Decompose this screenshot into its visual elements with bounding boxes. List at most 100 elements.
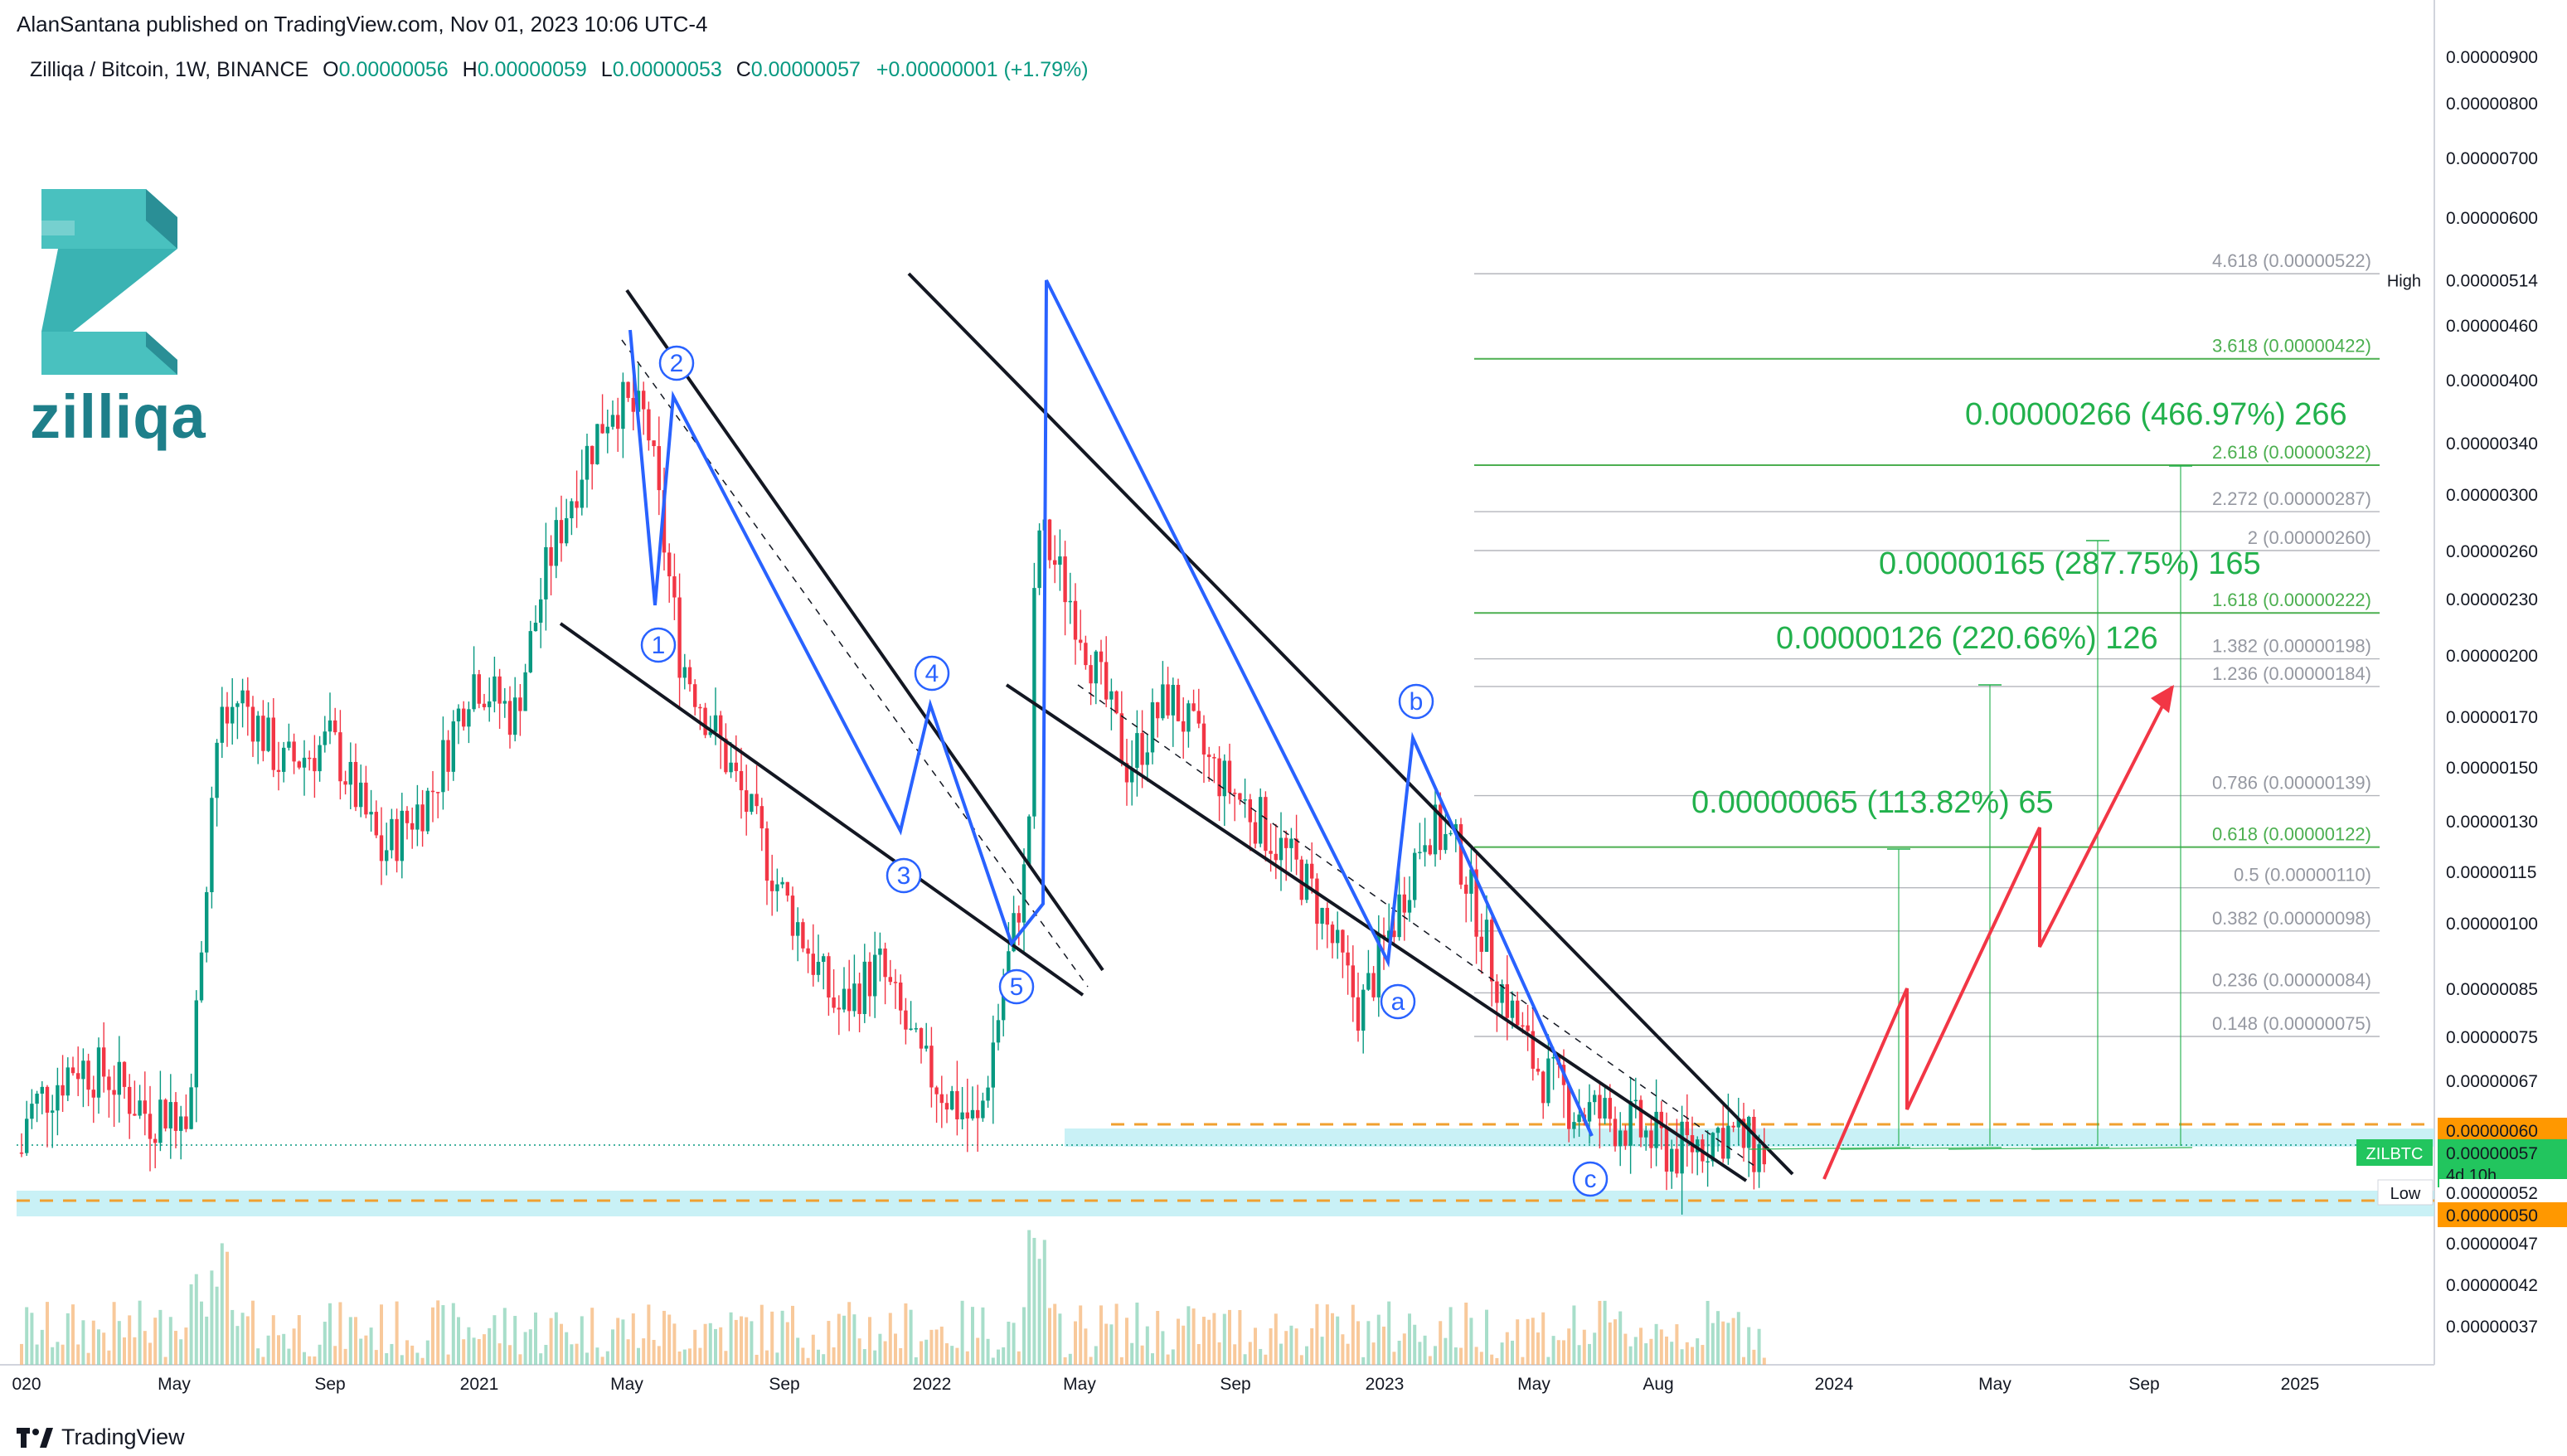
- volume-bar: [174, 1331, 177, 1365]
- volume-bar: [1084, 1328, 1088, 1365]
- candle-body: [549, 546, 553, 566]
- candle-body: [1531, 1031, 1535, 1069]
- volume-bar: [1685, 1342, 1689, 1365]
- candle-body: [677, 597, 682, 678]
- candle-body: [472, 674, 476, 710]
- volume-bar: [1310, 1327, 1314, 1365]
- low-tag-value: 0.00000052: [2446, 1184, 2538, 1203]
- candle-body: [194, 1000, 198, 1088]
- volume-bar: [759, 1304, 764, 1365]
- candle-body: [580, 479, 584, 508]
- volume-bar: [1716, 1311, 1720, 1365]
- volume-bar: [1762, 1357, 1766, 1365]
- price-tick-label: 0.00000340: [2446, 434, 2538, 454]
- volume-bar: [1397, 1340, 1401, 1365]
- fib-level-label: 0.786 (0.00000139): [2212, 773, 2371, 794]
- candle-body: [1752, 1116, 1756, 1172]
- candle-body: [318, 745, 322, 772]
- volume-bar: [385, 1352, 389, 1365]
- volume-bar: [1109, 1324, 1114, 1365]
- candle-body: [405, 810, 410, 823]
- volume-bar: [1448, 1307, 1453, 1365]
- candle-body: [1649, 1130, 1653, 1148]
- volume-bar: [245, 1316, 250, 1365]
- footer-brand[interactable]: TradingView: [17, 1424, 185, 1450]
- time-axis[interactable]: 020 May Sep 2021 May Sep 2022 May Sep 2023 May Aug 2…: [12, 1375, 2319, 1394]
- volume-bar: [1485, 1309, 1488, 1365]
- volume-bar: [924, 1339, 929, 1365]
- wave-label: 3: [897, 862, 911, 890]
- candle-body: [1073, 600, 1078, 640]
- volume-bar: [1191, 1308, 1196, 1365]
- volume-bar: [652, 1339, 656, 1365]
- volume-bar: [1469, 1318, 1473, 1365]
- volume-bar: [1680, 1349, 1684, 1365]
- volume-bar: [518, 1354, 522, 1365]
- open-value: 0.00000056: [338, 58, 449, 81]
- volume-bar: [997, 1349, 1000, 1365]
- price-axis[interactable]: 0.00000900 0.00000800 0.00000700 0.00000600…: [2446, 48, 2538, 1337]
- volume-bar: [842, 1315, 846, 1365]
- candle-body: [179, 1116, 183, 1131]
- volume-bar: [729, 1312, 733, 1365]
- volume-bar: [405, 1340, 409, 1365]
- volume-bar: [153, 1318, 158, 1365]
- channel-lines: [559, 272, 1794, 1182]
- price-tick-label: 0.00000150: [2446, 759, 2538, 778]
- candle-body: [806, 948, 810, 954]
- target-label: 0.00000065 (113.82%) 65: [1691, 785, 2054, 820]
- volume-bar: [226, 1251, 229, 1365]
- volume-bar: [184, 1327, 188, 1365]
- volume-bar: [929, 1329, 934, 1365]
- volume-bar: [811, 1334, 815, 1365]
- candle-body: [1233, 793, 1237, 794]
- volume-bar: [1037, 1259, 1041, 1365]
- volume-bar: [1320, 1337, 1324, 1365]
- volume-bar: [189, 1284, 193, 1365]
- candle-body: [364, 782, 368, 815]
- price-tick-label: 0.00000075: [2446, 1028, 2538, 1047]
- candle-body: [467, 709, 471, 727]
- volume-bar: [1536, 1332, 1540, 1365]
- volume-bar: [1572, 1305, 1576, 1365]
- volume-bar: [605, 1351, 609, 1365]
- volume-bar: [1459, 1347, 1463, 1365]
- candle-body: [837, 1007, 841, 1010]
- candle-body: [1304, 863, 1309, 900]
- volume-bar: [168, 1317, 172, 1365]
- volume-bar: [1721, 1321, 1725, 1365]
- candle-body: [590, 445, 594, 464]
- level-price-tag: [2438, 1118, 2567, 1143]
- volume-bar: [852, 1314, 856, 1365]
- volume-bar: [1644, 1343, 1648, 1365]
- volume-bar: [1413, 1324, 1417, 1365]
- price-tick-label: 0.00000800: [2446, 95, 2538, 114]
- candle-body: [353, 761, 358, 808]
- candle-body: [1623, 1130, 1628, 1146]
- volume-bar: [528, 1329, 532, 1365]
- volume-bar: [1017, 1351, 1021, 1365]
- candle-body: [1166, 684, 1170, 716]
- candle-body: [51, 1110, 55, 1113]
- candle-body: [1392, 930, 1396, 938]
- candle-body: [682, 667, 687, 678]
- volume-bar: [86, 1352, 90, 1365]
- candle-body: [1526, 1025, 1530, 1031]
- candle-body: [687, 667, 692, 685]
- candle-body: [1119, 713, 1123, 764]
- volume-bar: [163, 1357, 167, 1365]
- candle-body: [19, 1153, 24, 1154]
- candle-body: [1002, 989, 1006, 1021]
- volume-bar: [1119, 1357, 1123, 1365]
- volume-bar: [40, 1329, 44, 1365]
- candle-body: [1315, 878, 1319, 925]
- candle-body: [693, 684, 697, 707]
- zilliqa-logo-icon: [41, 189, 177, 375]
- symbol-title[interactable]: Zilliqa / Bitcoin, 1W, BINANCE: [30, 58, 309, 81]
- volume-bar: [1511, 1340, 1514, 1365]
- volume-bar: [81, 1320, 85, 1365]
- candle-body: [960, 1112, 964, 1119]
- volume-bar: [1002, 1347, 1006, 1365]
- time-tick-label: 2024: [1815, 1375, 1854, 1394]
